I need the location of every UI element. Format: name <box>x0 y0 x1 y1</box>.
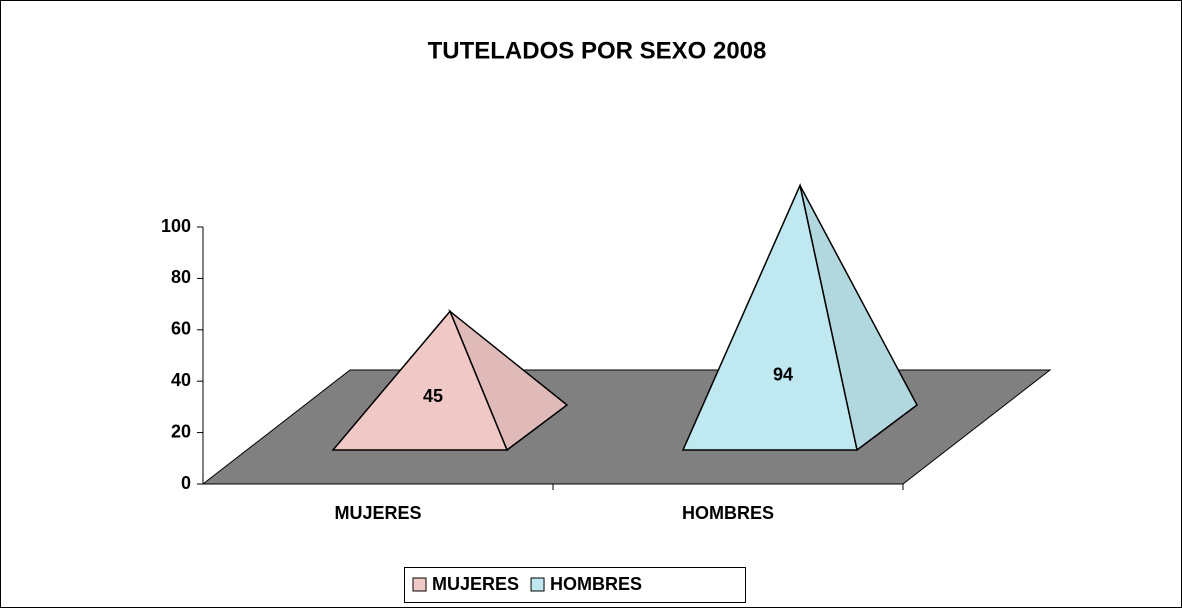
data-label: 94 <box>773 365 793 385</box>
x-tick-label: HOMBRES <box>682 503 774 523</box>
y-tick-label: 40 <box>171 370 191 390</box>
legend <box>404 567 746 603</box>
chart-title: TUTELADOS POR SEXO 2008 <box>428 37 767 64</box>
floor <box>201 369 1052 485</box>
y-tick-label: 80 <box>171 267 191 287</box>
y-tick-label: 100 <box>161 216 191 236</box>
legend-swatch <box>412 577 427 592</box>
y-tick-label: 60 <box>171 319 191 339</box>
data-label: 45 <box>423 386 443 406</box>
y-tick-label: 0 <box>181 473 191 493</box>
y-tick-label: 20 <box>171 421 191 441</box>
legend-label: HOMBRES <box>550 574 642 594</box>
pyramid-front <box>331 309 509 451</box>
pyramid-front <box>681 183 858 451</box>
legend-swatch <box>530 577 545 592</box>
legend-label: MUJERES <box>432 574 519 594</box>
x-tick-label: MUJERES <box>334 503 421 523</box>
